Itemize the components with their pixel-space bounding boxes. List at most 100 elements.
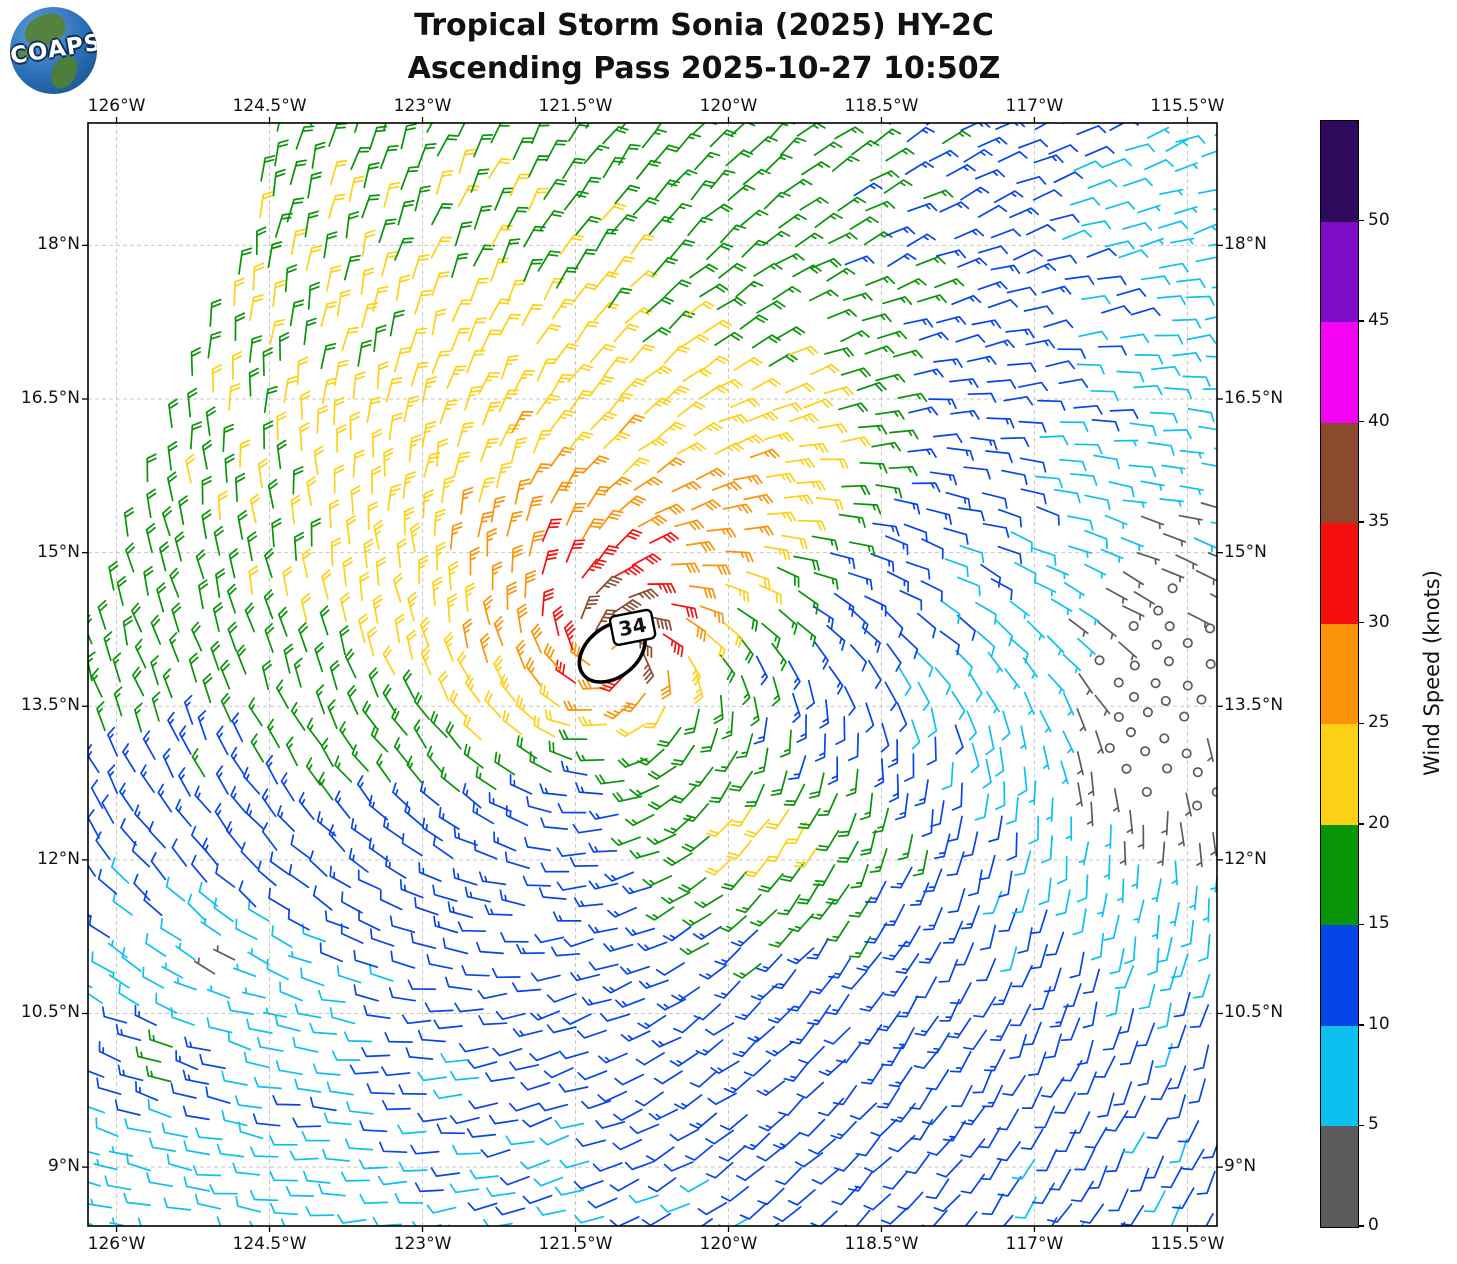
colorbar-tick-label: 35: [1368, 511, 1390, 532]
wind-barb: [602, 125, 629, 145]
wind-barb: [1041, 285, 1072, 295]
wind-barb: [812, 864, 836, 887]
wind-barb: [438, 806, 460, 830]
wind-barb: [1020, 1128, 1044, 1150]
wind-barb: [608, 392, 634, 413]
wind-barb: [330, 537, 342, 567]
wind-barb: [543, 1067, 574, 1079]
wind-barb: [954, 228, 985, 240]
wind-barb: [495, 1010, 526, 1021]
wind-barb: [828, 232, 858, 245]
wind-barb: [536, 323, 562, 345]
wind-barb: [289, 159, 308, 185]
wind-barb: [765, 153, 793, 172]
wind-barb: [342, 556, 353, 587]
wind-barb: [633, 476, 663, 491]
wind-barb: [501, 238, 521, 263]
wind-barb: [763, 191, 791, 210]
wind-barb: [1178, 822, 1185, 847]
wind-barb: [1019, 725, 1027, 750]
wind-barb: [314, 642, 325, 673]
wind-barb: [432, 884, 458, 902]
wind-barb: [512, 137, 534, 160]
wind-barb: [642, 875, 673, 887]
wind-barb: [473, 839, 498, 860]
wind-barb: [227, 1000, 255, 1015]
wind-barb: [960, 186, 990, 201]
wind-barb: [215, 863, 236, 888]
wind-barb: [971, 319, 1002, 329]
chart-title-line1: Tropical Storm Sonia (2025) HY-2C: [414, 8, 994, 43]
wind-barb: [934, 278, 965, 289]
wind-barb: [449, 1070, 480, 1081]
wind-barb: [1017, 766, 1028, 796]
wind-barb: [499, 313, 522, 336]
wind-barb: [1130, 1167, 1150, 1192]
wind-barb: [616, 723, 646, 738]
wind-barb: [983, 1049, 1006, 1072]
wind-barb: [772, 402, 803, 413]
wind-barb: [628, 1194, 659, 1204]
wind-barb: [720, 1185, 750, 1202]
wind-barb: [460, 486, 474, 515]
wind-barb: [326, 1081, 354, 1096]
wind-barb: [986, 379, 1017, 390]
wind-barb: [108, 560, 119, 591]
wind-barb: [783, 1062, 809, 1082]
wind-barb: [1146, 1117, 1170, 1140]
wind-barb: [1079, 608, 1100, 626]
wind-barb: [976, 630, 996, 657]
wind-barb: [719, 915, 747, 933]
wind-barb: [1009, 1034, 1027, 1060]
wind-barb: [645, 906, 675, 921]
wind-barb: [774, 253, 805, 265]
wind-barb: [714, 442, 744, 455]
wind-barb: [1050, 598, 1073, 616]
wind-barb: [916, 612, 937, 639]
calm-wind-circle: [1129, 660, 1140, 671]
wind-barb: [988, 815, 1003, 843]
wind-barb: [540, 817, 569, 830]
wind-barb: [829, 552, 856, 570]
wind-barb: [1032, 189, 1063, 201]
wind-barb: [607, 906, 638, 918]
wind-barb: [723, 622, 743, 648]
wind-barb: [356, 775, 372, 804]
y-tick-label: 10.5°N: [20, 1002, 80, 1023]
wind-barb: [231, 351, 243, 380]
wind-barb: [113, 686, 123, 717]
wind-barb: [62, 1042, 86, 1057]
wind-barb: [197, 579, 209, 610]
wind-barb: [278, 332, 290, 361]
wind-barb: [321, 569, 332, 600]
calm-wind-circle: [1153, 605, 1164, 616]
x-tick-label: 120°W: [699, 96, 758, 116]
wind-barb: [1172, 318, 1202, 329]
wind-barb: [798, 1045, 825, 1065]
wind-barb: [807, 1004, 832, 1026]
wind-barb: [557, 803, 587, 814]
wind-barb: [1063, 983, 1082, 1008]
wind-barb: [586, 485, 611, 508]
wind-barb: [464, 582, 476, 612]
wind-barb: [670, 169, 698, 188]
wind-barb: [1055, 889, 1071, 916]
wind-barb: [845, 768, 859, 797]
wind-barb: [645, 1146, 675, 1162]
wind-barb: [312, 885, 333, 911]
wind-barb: [529, 463, 552, 486]
wind-barb: [705, 1129, 734, 1145]
wind-barb: [377, 1175, 408, 1186]
wind-barb: [756, 1145, 785, 1162]
wind-barb: [646, 296, 675, 314]
wind-barb: [949, 1050, 972, 1073]
wind-barb: [923, 868, 943, 893]
wind-barb: [974, 169, 1005, 180]
wind-barb: [158, 541, 170, 572]
wind-barb: [787, 1189, 816, 1206]
wind-barb: [300, 592, 312, 623]
wind-barb: [1210, 521, 1217, 525]
wind-barb: [174, 531, 185, 562]
wind-barb: [346, 1101, 374, 1115]
wind-barb: [880, 1207, 909, 1225]
